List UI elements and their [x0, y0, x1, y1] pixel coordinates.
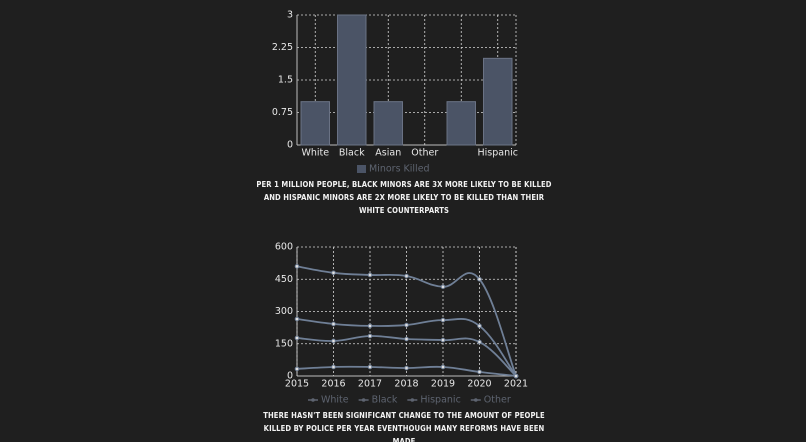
- legend-label: Hispanic: [420, 395, 460, 406]
- caption: PER 1 MILLION PEOPLE, BLACK MINORS ARE 3…: [256, 180, 552, 215]
- legend-swatch: [357, 165, 366, 173]
- legend-label: Minors Killed: [369, 164, 430, 175]
- x-tick-label: Asian: [375, 148, 401, 159]
- point: [331, 338, 336, 344]
- y-tick-label: 2.25: [272, 42, 293, 53]
- x-tick-label: 2019: [431, 379, 455, 390]
- caption: THERE HASN'T BEEN SIGNIFICANT CHANGE TO …: [263, 411, 545, 442]
- legend-marker: [410, 398, 415, 402]
- x-tick-label: Other: [411, 148, 438, 159]
- point: [440, 317, 446, 323]
- legend-label: White: [321, 395, 349, 406]
- bar: [337, 14, 367, 146]
- y-tick-label: 450: [275, 274, 293, 285]
- y-tick-label: 0: [287, 140, 293, 151]
- x-tick-label: 2016: [321, 379, 345, 390]
- point: [404, 365, 409, 371]
- point: [404, 322, 409, 328]
- point: [477, 369, 482, 375]
- legend-marker: [473, 398, 478, 402]
- y-tick-label: 150: [275, 338, 293, 349]
- point: [404, 273, 409, 279]
- bar: [446, 101, 476, 146]
- legend-marker: [311, 398, 315, 402]
- legend-label: Other: [484, 395, 511, 406]
- point: [367, 333, 373, 339]
- point: [440, 337, 446, 343]
- x-tick-label: 2018: [394, 379, 418, 390]
- y-tick-label: 3: [287, 10, 293, 21]
- point: [331, 364, 336, 370]
- point: [440, 284, 446, 290]
- point: [294, 264, 300, 269]
- x-tick-label: 2017: [358, 379, 382, 390]
- point: [331, 270, 336, 276]
- x-tick-label: 2015: [285, 379, 309, 390]
- point: [477, 276, 482, 282]
- legend-marker: [361, 398, 366, 402]
- y-tick-label: 1.5: [278, 75, 293, 86]
- x-tick-label: 2021: [504, 379, 528, 390]
- point: [367, 323, 373, 329]
- point: [294, 366, 300, 372]
- point: [477, 323, 482, 329]
- y-tick-label: 600: [275, 242, 293, 253]
- bar: [300, 101, 330, 146]
- point: [367, 364, 373, 370]
- point: [440, 364, 446, 370]
- point: [367, 272, 373, 278]
- x-tick-label: White: [301, 148, 329, 159]
- point: [477, 339, 482, 345]
- y-tick-label: 300: [275, 306, 293, 317]
- point: [294, 316, 300, 322]
- x-tick-label: 2020: [467, 379, 491, 390]
- bar: [373, 101, 403, 146]
- x-tick-label: Hispanic: [478, 148, 518, 159]
- point: [513, 373, 519, 379]
- legend-label: Black: [372, 395, 398, 406]
- point: [294, 335, 300, 341]
- y-tick-label: 0: [287, 371, 293, 382]
- x-tick-label: Black: [339, 148, 365, 159]
- bar: [483, 57, 513, 146]
- point: [331, 321, 336, 327]
- point: [404, 336, 409, 342]
- y-tick-label: 0.75: [272, 107, 293, 118]
